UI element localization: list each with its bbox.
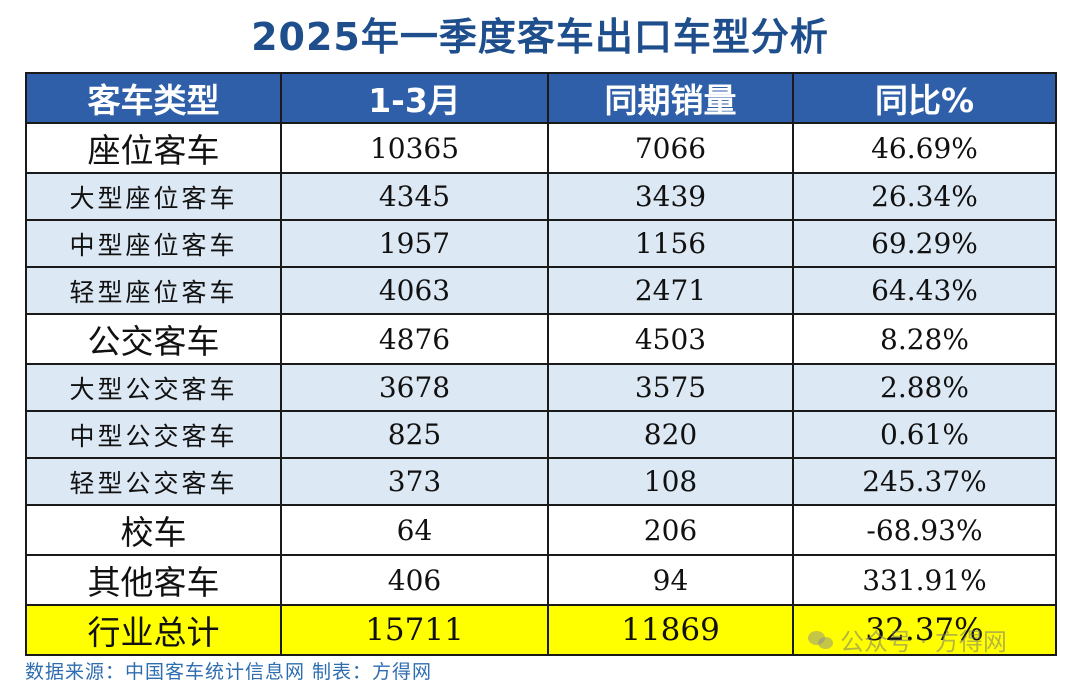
cell-prev: 11869 (547, 604, 794, 656)
cell-q1: 373 (280, 457, 549, 506)
cell-type: 校车 (25, 504, 282, 556)
source-note: 数据来源：中国客车统计信息网 制表：方得网 (25, 661, 433, 683)
cell-q1: 4063 (280, 266, 549, 315)
cell-prev: 3439 (547, 172, 794, 221)
cell-q1: 10365 (280, 122, 549, 174)
export-table: 客车类型 1-3月 同期销量 同比% 座位客车 10365 7066 46.69… (25, 72, 1057, 656)
table-row-total: 行业总计 15711 11869 32.37% (25, 604, 1057, 656)
watermark-text: 公众号 · 方得网 (840, 628, 1007, 656)
cell-type: 大型公交客车 (25, 363, 282, 412)
table-row: 中型座位客车 1957 1156 69.29% (25, 219, 1057, 268)
cell-yoy: 46.69% (792, 122, 1057, 174)
table-row: 校车 64 206 -68.93% (25, 504, 1057, 556)
cell-prev: 3575 (547, 363, 794, 412)
cell-q1: 1957 (280, 219, 549, 268)
cell-prev: 4503 (547, 313, 794, 365)
cell-prev: 2471 (547, 266, 794, 315)
cell-type: 其他客车 (25, 554, 282, 606)
cell-prev: 1156 (547, 219, 794, 268)
cell-prev: 94 (547, 554, 794, 606)
cell-prev: 820 (547, 410, 794, 459)
cell-prev: 7066 (547, 122, 794, 174)
cell-yoy: 26.34% (792, 172, 1057, 221)
cell-q1: 3678 (280, 363, 549, 412)
cell-yoy: 8.28% (792, 313, 1057, 365)
cell-type: 行业总计 (25, 604, 282, 656)
cell-prev: 206 (547, 504, 794, 556)
header-prev: 同期销量 (547, 72, 794, 124)
cell-q1: 64 (280, 504, 549, 556)
table-row: 轻型座位客车 4063 2471 64.43% (25, 266, 1057, 315)
cell-type: 轻型座位客车 (25, 266, 282, 315)
table-row: 座位客车 10365 7066 46.69% (25, 122, 1057, 174)
table-row: 大型公交客车 3678 3575 2.88% (25, 363, 1057, 412)
cell-q1: 825 (280, 410, 549, 459)
cell-yoy: 64.43% (792, 266, 1057, 315)
cell-q1: 4876 (280, 313, 549, 365)
cell-yoy: 331.91% (792, 554, 1057, 606)
cell-type: 中型公交客车 (25, 410, 282, 459)
cell-type: 中型座位客车 (25, 219, 282, 268)
cell-q1: 4345 (280, 172, 549, 221)
table-row: 中型公交客车 825 820 0.61% (25, 410, 1057, 459)
cell-yoy: 2.88% (792, 363, 1057, 412)
cell-type: 座位客车 (25, 122, 282, 174)
wechat-icon (808, 629, 834, 651)
cell-type: 公交客车 (25, 313, 282, 365)
cell-yoy: 32.37% (792, 604, 1057, 656)
header-type: 客车类型 (25, 72, 282, 124)
cell-yoy: 245.37% (792, 457, 1057, 506)
cell-q1: 406 (280, 554, 549, 606)
cell-yoy: 0.61% (792, 410, 1057, 459)
table-row: 公交客车 4876 4503 8.28% (25, 313, 1057, 365)
table-header-row: 客车类型 1-3月 同期销量 同比% (25, 72, 1057, 124)
header-yoy: 同比% (792, 72, 1057, 124)
cell-yoy: 69.29% (792, 219, 1057, 268)
header-q1: 1-3月 (280, 72, 549, 124)
cell-prev: 108 (547, 457, 794, 506)
table-row: 轻型公交客车 373 108 245.37% (25, 457, 1057, 506)
cell-yoy: -68.93% (792, 504, 1057, 556)
cell-q1: 15711 (280, 604, 549, 656)
cell-type: 轻型公交客车 (25, 457, 282, 506)
table-row: 大型座位客车 4345 3439 26.34% (25, 172, 1057, 221)
page-title: 2025年一季度客车出口车型分析 (251, 15, 829, 59)
watermark: 公众号 · 方得网 (808, 622, 1007, 657)
cell-type: 大型座位客车 (25, 172, 282, 221)
table-row: 其他客车 406 94 331.91% (25, 554, 1057, 606)
